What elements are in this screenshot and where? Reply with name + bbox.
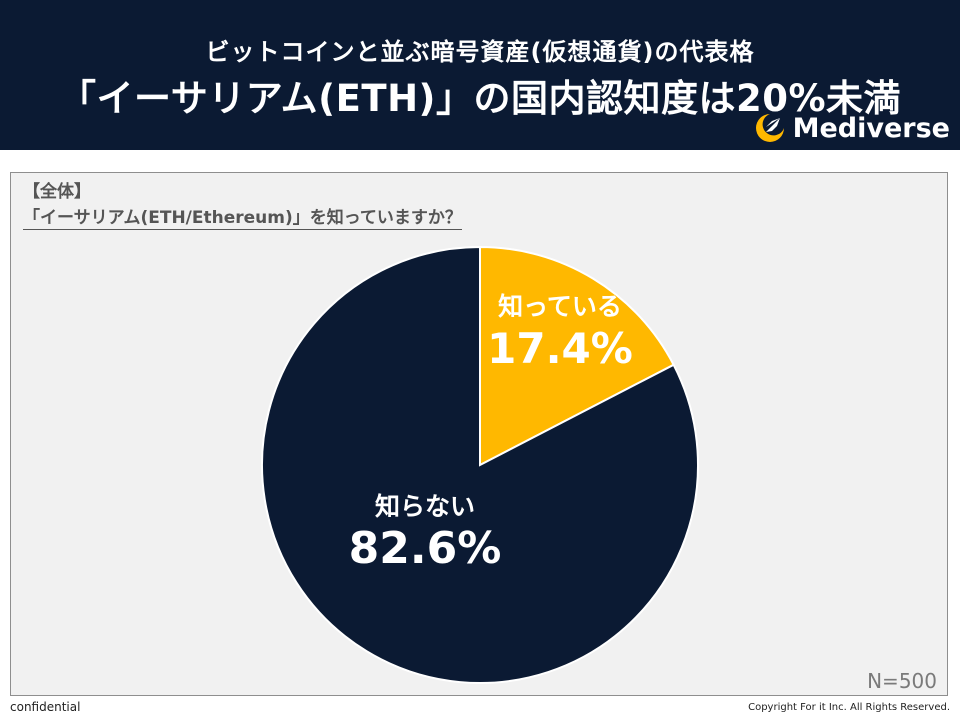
question-scope: 【全体】 [23,182,91,202]
sample-size: N=500 [867,669,937,693]
brand-name: Mediverse [792,112,950,144]
slice-label: 知らない [375,492,475,521]
header-title: 「イーサリアム(ETH)」の国内認知度は20%未満 [58,77,902,120]
footer-copyright: Copyright For it Inc. All Rights Reserve… [748,702,950,713]
header-subtitle: ビットコインと並ぶ暗号資産(仮想通貨)の代表格 [205,38,755,66]
slice-value: 82.6% [349,523,502,574]
footer-confidential: confidential [10,700,81,714]
slice-value: 17.4% [487,324,633,373]
question-text: 「イーサリアム(ETH/Ethereum)」を知っていますか？ [23,203,462,230]
header-banner: ビットコインと並ぶ暗号資産(仮想通貨)の代表格 「イーサリアム(ETH)」の国内… [0,0,960,150]
pie-slice [261,245,699,684]
rocket-moon-icon [755,114,784,142]
chart-panel: 知っている 17.4% 知らない 82.6% 【全体】 「イーサリアム(ETH/Eth… [10,172,948,696]
brand-logo: Mediverse [753,110,950,146]
pie-slice [479,245,675,467]
slice-label: 知っている [498,292,622,321]
